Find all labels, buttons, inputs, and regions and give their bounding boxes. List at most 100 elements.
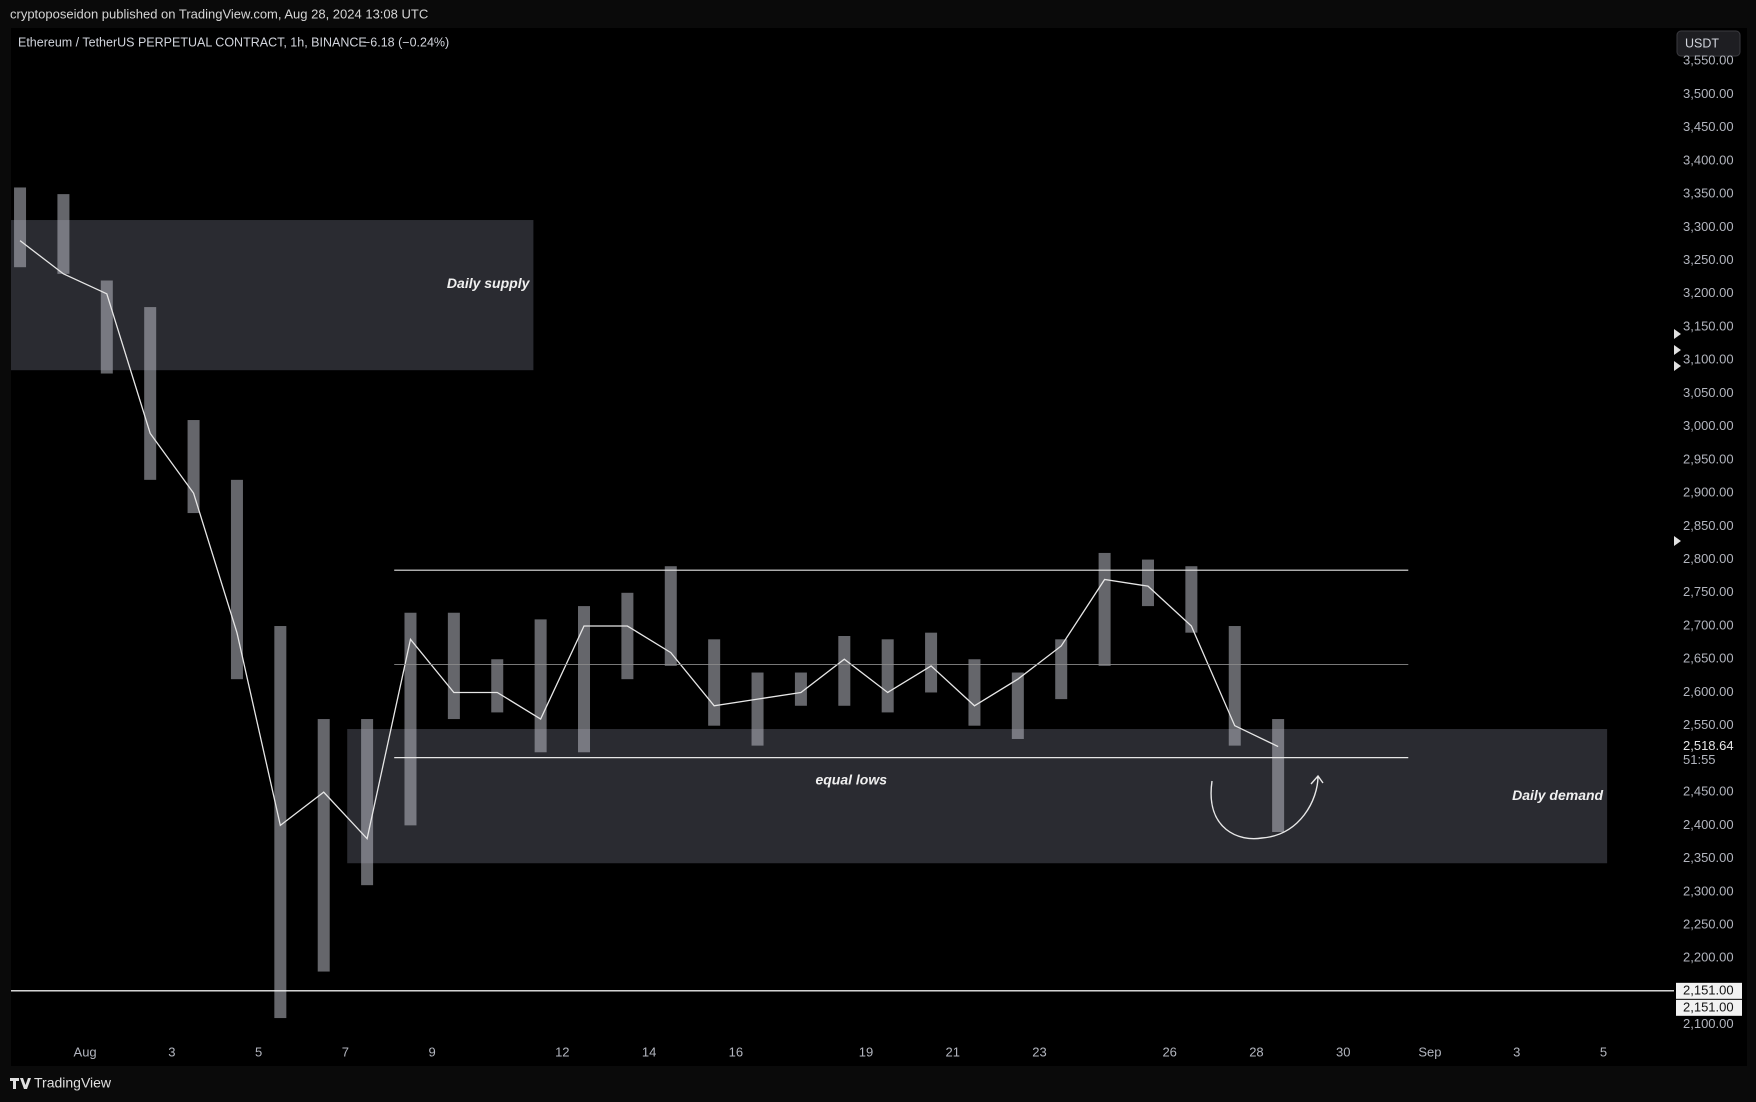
y-tick-label: 3,150.00 bbox=[1683, 318, 1734, 333]
axis-markers bbox=[1674, 329, 1681, 546]
price-bar bbox=[621, 592, 634, 680]
range-label: equal lows bbox=[815, 771, 887, 787]
price-bar bbox=[1185, 566, 1198, 633]
x-tick-label: 3 bbox=[1513, 1044, 1520, 1059]
y-tick-label: 2,200.00 bbox=[1683, 950, 1734, 965]
plot-area bbox=[11, 28, 1674, 1038]
price-bar bbox=[794, 672, 807, 706]
symbol-title: Ethereum / TetherUS PERPETUAL CONTRACT, … bbox=[18, 35, 367, 49]
price-bar bbox=[578, 606, 591, 753]
marker bbox=[1674, 329, 1681, 339]
y-tick-label: 3,550.00 bbox=[1683, 53, 1734, 68]
drawings: Daily supply Daily demand equal lows bbox=[11, 275, 1674, 992]
countdown: 51:55 bbox=[1683, 752, 1716, 767]
y-tick-label: 2,700.00 bbox=[1683, 617, 1734, 632]
price-bar bbox=[1055, 639, 1068, 700]
price-bar bbox=[491, 659, 504, 713]
publish-info: cryptoposeidon published on TradingView.… bbox=[10, 6, 428, 21]
price-bar bbox=[1228, 626, 1241, 746]
x-tick-label: 14 bbox=[642, 1044, 656, 1059]
close-line bbox=[19, 240, 1279, 841]
y-tick-label: 3,400.00 bbox=[1683, 152, 1734, 167]
x-tick-label: 21 bbox=[946, 1044, 960, 1059]
x-tick-label: 5 bbox=[255, 1044, 262, 1059]
x-tick-label: 26 bbox=[1162, 1044, 1176, 1059]
price-label: 2,151.00 bbox=[1683, 999, 1734, 1014]
y-tick-label: 2,600.00 bbox=[1683, 684, 1734, 699]
price-bar bbox=[881, 639, 894, 713]
y-tick-label: 3,000.00 bbox=[1683, 418, 1734, 433]
x-tick-label: 9 bbox=[429, 1044, 436, 1059]
marker bbox=[1674, 536, 1681, 546]
price-bar bbox=[708, 639, 721, 726]
y-tick-label: 3,450.00 bbox=[1683, 119, 1734, 134]
marker bbox=[1674, 361, 1681, 371]
price-bar bbox=[187, 420, 200, 514]
price-bar bbox=[404, 612, 417, 826]
x-tick-label: 30 bbox=[1336, 1044, 1350, 1059]
price-bar bbox=[968, 659, 981, 726]
price-bar bbox=[1272, 719, 1285, 833]
price-label: 2,151.00 bbox=[1683, 982, 1734, 997]
last-price: 2,518.64 bbox=[1683, 738, 1734, 753]
x-tick-label: Aug bbox=[74, 1044, 97, 1059]
price-bars bbox=[14, 187, 1285, 1019]
price-bar bbox=[1098, 552, 1111, 666]
y-tick-label: 3,300.00 bbox=[1683, 219, 1734, 234]
logo-mark bbox=[10, 1078, 31, 1089]
price-bar bbox=[534, 619, 547, 753]
y-tick-label: 2,750.00 bbox=[1683, 584, 1734, 599]
x-tick-label: 5 bbox=[1600, 1044, 1607, 1059]
x-tick-label: 16 bbox=[729, 1044, 743, 1059]
y-tick-label: 2,650.00 bbox=[1683, 651, 1734, 666]
price-label-box bbox=[1676, 982, 1742, 999]
price-bar bbox=[925, 632, 938, 693]
price-bar bbox=[144, 307, 157, 480]
price-bar bbox=[1011, 672, 1024, 739]
price-bar bbox=[230, 479, 243, 680]
zone-label: Daily demand bbox=[1512, 787, 1603, 803]
price-bar bbox=[274, 626, 287, 1019]
price-bar bbox=[14, 187, 27, 268]
y-tick-label: 2,350.00 bbox=[1683, 850, 1734, 865]
y-tick-label: 3,250.00 bbox=[1683, 252, 1734, 267]
footer-logo bbox=[10, 1078, 31, 1089]
y-tick-label: 2,450.00 bbox=[1683, 784, 1734, 799]
price-bar bbox=[751, 672, 764, 746]
y-tick-label: 2,300.00 bbox=[1683, 883, 1734, 898]
x-tick-label: 23 bbox=[1032, 1044, 1046, 1059]
price-bar bbox=[1141, 559, 1154, 607]
price-bar bbox=[317, 719, 330, 972]
zone-label: Daily supply bbox=[447, 275, 531, 291]
y-tick-label: 3,050.00 bbox=[1683, 385, 1734, 400]
x-tick-label: 12 bbox=[555, 1044, 569, 1059]
y-tick-label: 2,950.00 bbox=[1683, 451, 1734, 466]
y-tick-label: 2,550.00 bbox=[1683, 717, 1734, 732]
y-tick-label: 2,400.00 bbox=[1683, 817, 1734, 832]
x-tick-label: 3 bbox=[168, 1044, 175, 1059]
zone bbox=[11, 220, 534, 371]
price-bar bbox=[447, 612, 460, 720]
y-tick-label: 2,250.00 bbox=[1683, 916, 1734, 931]
y-tick-label: 2,900.00 bbox=[1683, 485, 1734, 500]
y-tick-label: 3,350.00 bbox=[1683, 186, 1734, 201]
zone bbox=[347, 729, 1608, 864]
price-label-box bbox=[1676, 999, 1742, 1016]
price-axis bbox=[1674, 28, 1747, 1066]
price-bar bbox=[838, 635, 851, 706]
currency-button[interactable] bbox=[1676, 30, 1741, 57]
x-tick-label: 28 bbox=[1249, 1044, 1263, 1059]
time-axis bbox=[11, 1038, 1674, 1066]
price-bar bbox=[57, 194, 70, 274]
currency-button-label[interactable]: USDT bbox=[1685, 36, 1719, 50]
y-tick-label: 2,850.00 bbox=[1683, 518, 1734, 533]
x-tick-label: Sep bbox=[1418, 1044, 1441, 1059]
price-change: −6.18 (−0.24%) bbox=[363, 35, 449, 49]
y-tick-label: 3,200.00 bbox=[1683, 285, 1734, 300]
curved-arrow bbox=[1210, 774, 1324, 840]
marker bbox=[1674, 345, 1681, 355]
footer-brand: TradingView bbox=[34, 1075, 112, 1091]
zones bbox=[11, 220, 1608, 864]
